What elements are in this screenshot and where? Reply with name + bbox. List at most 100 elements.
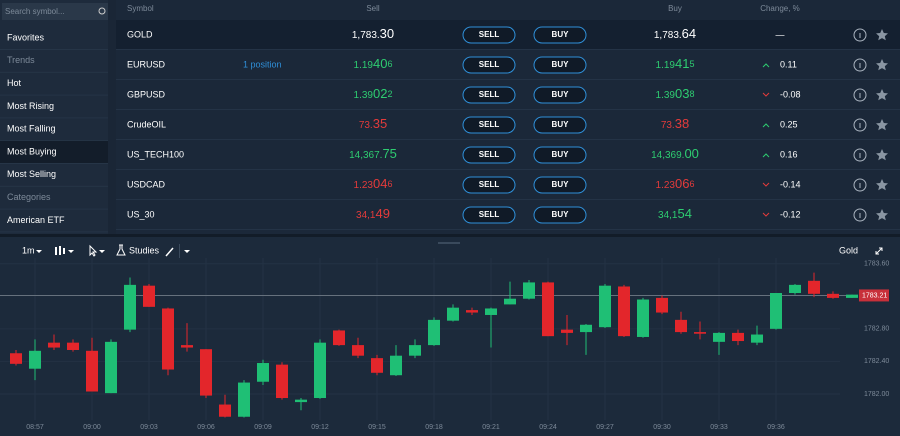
- menu-item[interactable]: Hot: [7, 78, 22, 88]
- sell-button[interactable]: [462, 86, 516, 104]
- candle-body: [371, 358, 383, 373]
- menu-item[interactable]: Most Selling: [7, 169, 56, 179]
- price-part: 14,367.: [349, 150, 382, 161]
- fullscreen-icon[interactable]: [875, 247, 883, 255]
- price-part: 6: [387, 59, 392, 69]
- price: 1.39022: [354, 86, 393, 101]
- arrow-up: [762, 153, 770, 158]
- candle-body: [409, 345, 421, 356]
- cursor-icon[interactable]: [89, 244, 105, 257]
- column-header: Buy: [668, 4, 682, 13]
- candle-body: [770, 293, 782, 329]
- buy-button-label: BUY: [552, 60, 570, 69]
- price: 14,367.75: [349, 146, 397, 161]
- star-icon[interactable]: [876, 209, 888, 221]
- candle-body: [751, 334, 763, 343]
- chart-symbol: Gold: [839, 245, 858, 255]
- arrow-down: [762, 182, 770, 187]
- sell-button[interactable]: [462, 56, 516, 74]
- buy-button[interactable]: [533, 86, 587, 104]
- info-icon[interactable]: [853, 148, 867, 162]
- studies[interactable]: Studies: [129, 245, 160, 255]
- info-icon[interactable]: [853, 88, 867, 102]
- y-tick-label: 1782.40: [864, 358, 889, 365]
- resize-handle[interactable]: [438, 242, 460, 244]
- symbol: CrudeOIL: [127, 119, 166, 129]
- change: -0.14: [780, 179, 801, 189]
- current-price-box: [859, 289, 889, 302]
- price-part: 34,1: [356, 210, 376, 221]
- candle-body: [238, 382, 250, 417]
- caret[interactable]: [184, 250, 190, 253]
- price-part: 14,369.: [651, 150, 684, 161]
- x-tick-label: 09:21: [482, 424, 500, 431]
- price-part: 64: [682, 26, 696, 41]
- buy-button[interactable]: [533, 176, 587, 194]
- x-tick-label: 08:57: [26, 424, 44, 431]
- info-glyph: [859, 93, 861, 98]
- item-divider: [0, 94, 108, 96]
- line-tool[interactable]: [165, 247, 174, 257]
- info-icon[interactable]: [853, 118, 867, 132]
- sell-button[interactable]: [462, 176, 516, 194]
- candle-body: [599, 285, 611, 328]
- sell-button[interactable]: [462, 146, 516, 164]
- info-icon[interactable]: [853, 58, 867, 72]
- row-divider: [116, 79, 900, 80]
- sell-button-label: SELL: [479, 60, 500, 69]
- candle-body: [428, 319, 440, 346]
- candle-body: [276, 364, 288, 399]
- x-tick-label: 09:30: [653, 424, 671, 431]
- section-label: Trends: [7, 55, 35, 65]
- sell-button-label: SELL: [479, 210, 500, 219]
- star-icon[interactable]: [876, 59, 888, 71]
- buy-button[interactable]: [533, 146, 587, 164]
- candle-body: [10, 353, 22, 364]
- menu-item[interactable]: Most Rising: [7, 101, 54, 111]
- candle-body: [67, 342, 79, 350]
- x-tick-label: 09:33: [710, 424, 728, 431]
- menu-item[interactable]: Most Falling: [7, 124, 56, 134]
- star-icon[interactable]: [876, 119, 888, 131]
- price: 1,783.64: [654, 26, 696, 41]
- candle-icon[interactable]: [55, 246, 74, 255]
- search-icon: [98, 7, 106, 15]
- x-tick-label: 09:24: [539, 424, 557, 431]
- star-icon[interactable]: [876, 89, 888, 101]
- star-icon[interactable]: [876, 29, 888, 41]
- star-icon[interactable]: [876, 179, 888, 191]
- interval[interactable]: 1m: [22, 245, 35, 255]
- info-glyph: [859, 33, 861, 38]
- price-part: 00: [684, 146, 698, 161]
- buy-button[interactable]: [533, 56, 587, 74]
- buy-button[interactable]: [533, 206, 587, 224]
- menu-item[interactable]: Most Buying: [7, 146, 57, 156]
- info-glyph: [859, 183, 861, 188]
- sell-button-label: SELL: [479, 30, 500, 39]
- search-box[interactable]: [2, 3, 108, 20]
- star-icon[interactable]: [876, 149, 888, 161]
- candle-body: [675, 319, 687, 333]
- menu-item[interactable]: Favorites: [7, 32, 45, 42]
- info-icon[interactable]: [853, 28, 867, 42]
- menu-item[interactable]: American ETF: [7, 215, 65, 225]
- candle-body: [713, 332, 725, 342]
- active-item: [0, 141, 108, 163]
- buy-button[interactable]: [533, 26, 587, 44]
- change: 0.11: [780, 59, 797, 69]
- candle-body: [200, 349, 212, 396]
- candle-body: [105, 341, 117, 394]
- item-divider: [0, 71, 108, 73]
- candle-body: [333, 330, 345, 346]
- column-header: Symbol: [127, 4, 154, 13]
- candle-body: [523, 282, 535, 299]
- info-icon[interactable]: [853, 178, 867, 192]
- sell-button[interactable]: [462, 206, 516, 224]
- info-icon[interactable]: [853, 208, 867, 222]
- sidebar: [0, 0, 108, 234]
- sell-button[interactable]: [462, 116, 516, 134]
- price-part: 73.: [661, 120, 675, 131]
- sell-button[interactable]: [462, 26, 516, 44]
- buy-button[interactable]: [533, 116, 587, 134]
